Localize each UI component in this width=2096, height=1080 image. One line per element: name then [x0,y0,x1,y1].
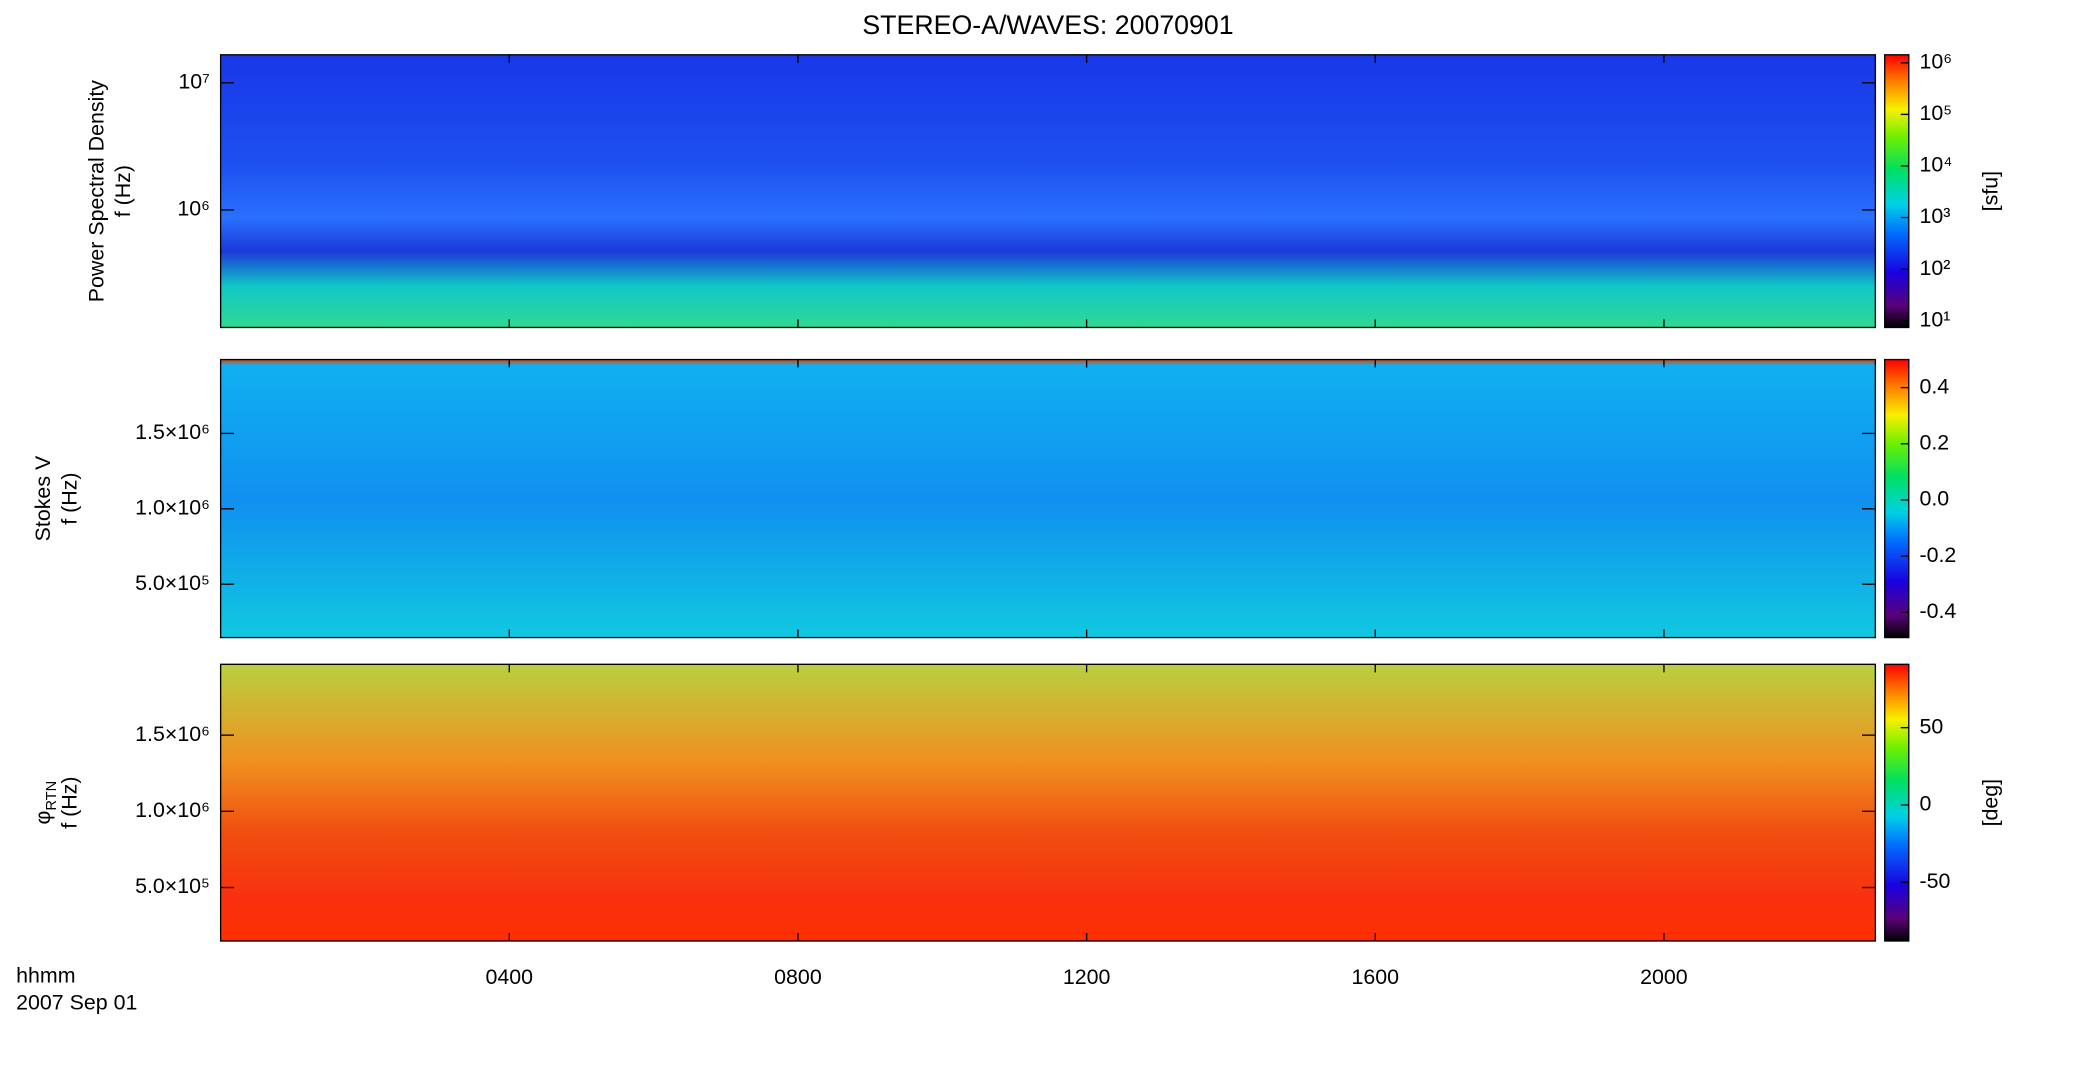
colorbar-tick-label: 0.4 [1919,374,1949,398]
plot-frame [219,54,1877,329]
colorbar-tick-label: -0.2 [1919,543,1956,567]
x-tick-label: 0400 [486,965,534,989]
y-tick-label: 1.0×10⁶ [135,495,210,519]
colorbar-tick-label: 10⁴ [1919,153,1952,177]
colorbar [1884,359,1909,638]
colorbar-frame [1884,54,1910,329]
spectrogram [220,664,1876,941]
plot-frame [219,663,1877,942]
y-axis-label-main: Stokes V [31,455,55,541]
colorbar-frame [1884,663,1910,942]
y-tick-label: 5.0×10⁵ [135,874,210,898]
colorbar-tick-label: 0 [1919,792,1931,816]
y-axis-unit: f (Hz) [58,472,82,524]
colorbar-label: [sfu] [1978,171,2002,211]
colorbar-tick-label: 10¹ [1919,307,1950,331]
colorbar-tick-label: 10³ [1919,204,1950,228]
y-tick-label: 1.5×10⁶ [135,420,210,444]
colorbar-tick-label: 10² [1919,256,1950,280]
y-axis-unit: f (Hz) [58,777,82,829]
y-tick-label: 5.0×10⁵ [135,571,210,595]
colorbar-frame [1884,358,1910,639]
colorbar-tick-label: 50 [1919,714,1943,738]
y-tick-label: 10⁶ [177,197,210,221]
chart-title: STEREO-A/WAVES: 20070901 [862,10,1233,40]
date-label: 2007 Sep 01 [16,990,137,1014]
colorbar-tick-label: 0.0 [1919,487,1949,511]
x-tick-label: 0800 [774,965,822,989]
x-tick-label: 2000 [1640,965,1688,989]
spectrogram [220,359,1876,638]
y-tick-label: 1.0×10⁶ [135,798,210,822]
y-axis-label: Power Spectral Density [84,80,108,302]
plot-frame [219,358,1877,639]
y-axis-label-main: φ [31,811,55,825]
spectrogram [220,54,1876,328]
colorbar [1884,54,1909,328]
y-tick-label: 1.5×10⁶ [135,722,210,746]
x-tick-label: 1200 [1063,965,1111,989]
x-axis-label: hhmm [16,964,75,988]
y-axis-label: Stokes V [31,455,55,541]
colorbar-tick-label: -50 [1919,869,1950,893]
y-tick-label: 10⁷ [178,69,210,93]
colorbar-tick-label: 10⁵ [1919,101,1952,125]
colorbar [1884,664,1909,941]
x-tick-label: 1600 [1351,965,1399,989]
colorbar-tick-label: 10⁶ [1919,49,1952,73]
colorbar-tick-label: 0.2 [1919,430,1949,454]
colorbar-label: [deg] [1978,779,2002,827]
y-axis-label: φRTN [31,781,60,825]
colorbar-tick-label: -0.4 [1919,599,1956,623]
y-axis-unit: f (Hz) [111,165,135,217]
y-axis-label-main: Power Spectral Density [84,80,108,302]
y-axis-label-sub: RTN [44,781,60,811]
